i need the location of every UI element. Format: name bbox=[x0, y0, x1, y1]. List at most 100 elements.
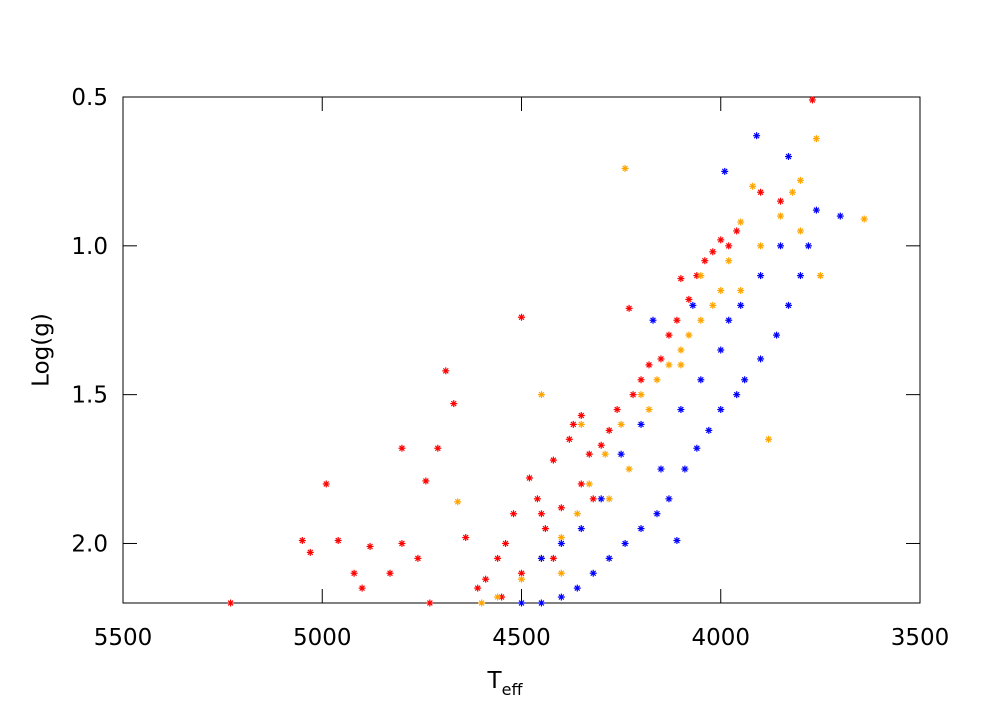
scatter-point bbox=[629, 391, 637, 399]
scatter-point bbox=[649, 316, 657, 324]
scatter-point bbox=[765, 435, 773, 443]
scatter-point bbox=[422, 477, 430, 485]
scatter-point bbox=[645, 361, 653, 369]
marker-stroke bbox=[426, 600, 433, 606]
marker-stroke bbox=[590, 570, 597, 577]
scatter-point bbox=[725, 316, 733, 324]
marker-stroke bbox=[685, 332, 692, 338]
marker-stroke bbox=[558, 540, 565, 547]
scatter-point bbox=[757, 242, 765, 250]
scatter-point bbox=[557, 593, 565, 601]
marker-stroke bbox=[502, 540, 509, 547]
marker-stroke bbox=[586, 451, 593, 458]
y-tick-label: 1.0 bbox=[71, 234, 108, 260]
marker-stroke bbox=[737, 302, 744, 309]
marker-stroke bbox=[678, 362, 684, 368]
marker-stroke bbox=[442, 367, 449, 374]
marker-stroke bbox=[797, 272, 804, 279]
marker-stroke bbox=[586, 481, 593, 487]
scatter-point bbox=[227, 599, 235, 607]
marker-stroke bbox=[566, 436, 573, 443]
marker-stroke bbox=[574, 510, 581, 517]
marker-stroke bbox=[323, 481, 330, 487]
scatter-point bbox=[693, 444, 701, 452]
marker-stroke bbox=[550, 457, 557, 464]
marker-stroke bbox=[777, 213, 784, 219]
marker-stroke bbox=[650, 317, 656, 324]
scatter-point bbox=[494, 554, 502, 562]
marker-stroke bbox=[606, 555, 613, 562]
marker-stroke bbox=[335, 537, 342, 544]
scatter-point bbox=[788, 188, 796, 196]
scatter-point bbox=[677, 406, 685, 414]
marker-stroke bbox=[454, 498, 461, 505]
marker-stroke bbox=[534, 495, 541, 502]
marker-stroke bbox=[757, 356, 764, 362]
scatter-point bbox=[605, 554, 613, 562]
scatter-point bbox=[677, 361, 685, 369]
scatter-point bbox=[617, 450, 625, 458]
scatter-point bbox=[557, 569, 565, 577]
scatter-point bbox=[585, 480, 593, 488]
scatter-point bbox=[577, 420, 585, 428]
marker-stroke bbox=[721, 168, 728, 175]
marker-stroke bbox=[450, 400, 457, 407]
marker-stroke bbox=[701, 257, 708, 264]
marker-stroke bbox=[299, 537, 306, 544]
scatter-point bbox=[565, 435, 573, 443]
marker-stroke bbox=[717, 236, 724, 243]
plot-frame bbox=[122, 96, 921, 604]
marker-stroke bbox=[538, 510, 545, 517]
x-tick-label: 4000 bbox=[691, 625, 750, 651]
scatter-point bbox=[557, 504, 565, 512]
scatter-point bbox=[398, 539, 406, 547]
marker-stroke bbox=[558, 570, 565, 577]
scatter-point bbox=[454, 498, 462, 506]
marker-stroke bbox=[598, 442, 605, 449]
scatter-point bbox=[450, 400, 458, 408]
marker-stroke bbox=[570, 421, 577, 428]
scatter-point bbox=[757, 272, 765, 280]
scatter-point bbox=[657, 355, 665, 363]
marker-stroke bbox=[638, 421, 644, 428]
scatter-point bbox=[597, 495, 605, 503]
scatter-point bbox=[442, 367, 450, 375]
axes bbox=[122, 96, 921, 603]
marker-stroke bbox=[538, 555, 545, 562]
scatter-point bbox=[673, 316, 681, 324]
marker-stroke bbox=[785, 302, 792, 309]
marker-stroke bbox=[666, 362, 672, 368]
scatter-point bbox=[589, 495, 597, 503]
scatter-point bbox=[757, 355, 765, 363]
marker-stroke bbox=[538, 600, 545, 606]
scatter-point bbox=[589, 569, 597, 577]
scatter-point bbox=[816, 272, 824, 280]
scatter-point bbox=[306, 548, 314, 556]
scatter-point bbox=[725, 242, 733, 250]
scatter-point bbox=[812, 206, 820, 214]
marker-stroke bbox=[654, 510, 660, 517]
marker-stroke bbox=[837, 213, 844, 219]
scatter-point bbox=[613, 406, 621, 414]
scatter-point bbox=[796, 272, 804, 280]
scatter-point bbox=[689, 301, 697, 309]
marker-stroke bbox=[630, 391, 636, 398]
scatter-point bbox=[685, 295, 693, 303]
marker-stroke bbox=[749, 183, 756, 190]
scatter-point bbox=[717, 236, 725, 244]
marker-stroke bbox=[757, 272, 764, 279]
scatter-point bbox=[577, 525, 585, 533]
marker-stroke bbox=[861, 216, 868, 222]
marker-stroke bbox=[538, 391, 545, 398]
scatter-point bbox=[733, 227, 741, 235]
plot-area bbox=[227, 96, 868, 607]
marker-stroke bbox=[725, 317, 732, 324]
marker-stroke bbox=[367, 543, 373, 550]
marker-stroke bbox=[482, 576, 489, 583]
scatter-point bbox=[741, 376, 749, 384]
marker-stroke bbox=[606, 427, 613, 434]
marker-stroke bbox=[685, 296, 692, 303]
scatter-point bbox=[721, 167, 729, 175]
scatter-point bbox=[426, 599, 434, 607]
